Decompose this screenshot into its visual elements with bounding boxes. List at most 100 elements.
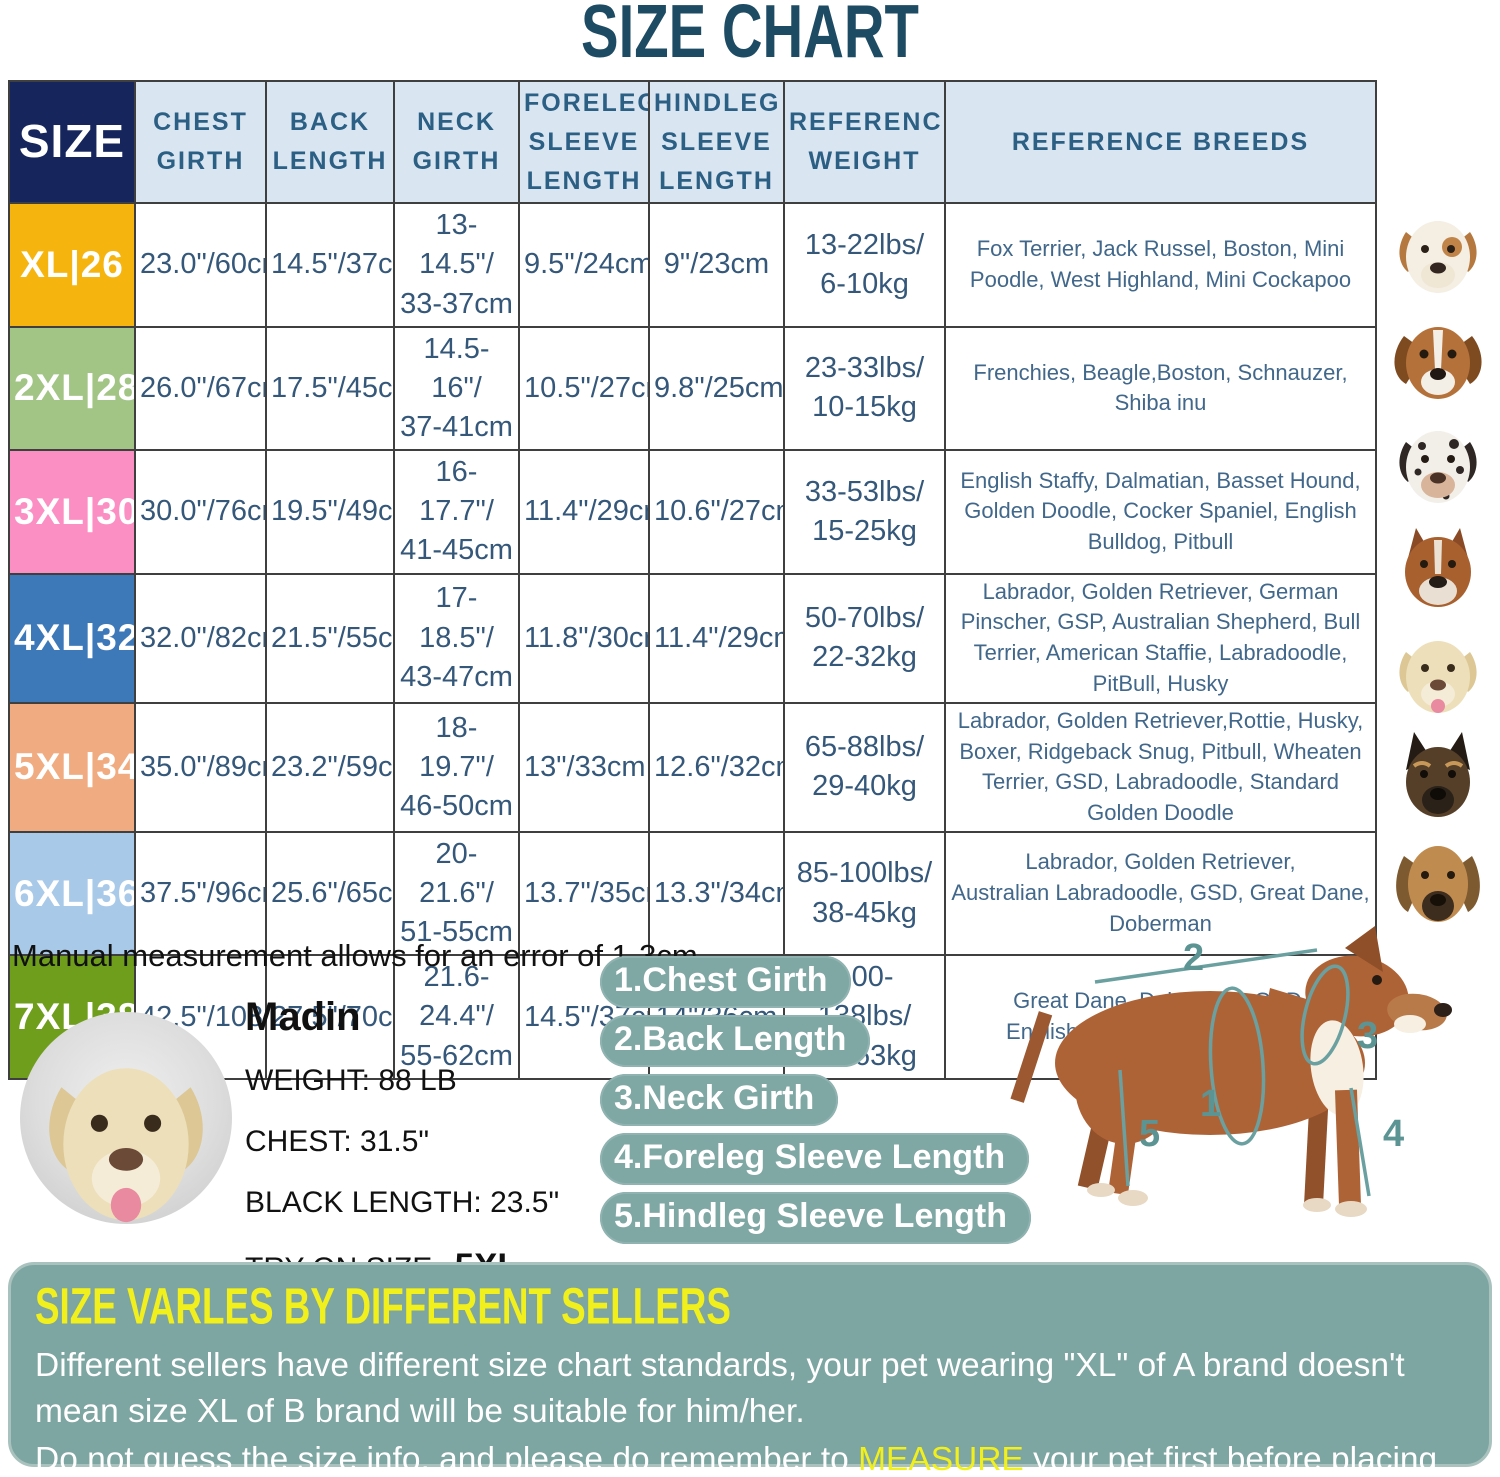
column-header-size: SIZE: [8, 79, 136, 205]
legend-neck-girth: 3.Neck Girth: [600, 1074, 839, 1126]
foreleg-sleeve-cell: 11.8"/30cm: [518, 572, 650, 704]
dog-photo-dalmatian-icon: [1388, 412, 1488, 512]
chest-girth-cell: 32.0"/82cm: [134, 572, 267, 704]
size-cell: 4XL|32: [8, 572, 136, 704]
size-cell: 6XL|36: [8, 830, 136, 957]
measurement-lines: [1094, 948, 1371, 1197]
chest-girth-cell: 35.0"/89cm: [134, 701, 267, 833]
page-title: SIZE CHART: [581, 0, 919, 74]
neck-girth-cell: 21.6-24.4"/ 55-62cm: [393, 954, 520, 1080]
example-dog-weight: WEIGHT: 88 LB: [245, 1064, 457, 1097]
column-header-reference-breeds: REFERENCE BREEDS: [944, 79, 1377, 205]
neck-girth-cell: 18-19.7"/ 46-50cm: [393, 701, 520, 833]
neck-girth-cell: 14.5-16"/ 37-41cm: [393, 325, 520, 452]
column-header-reference-weight: REFERENCE WEIGHT: [783, 79, 946, 205]
dog-photo-great-dane-icon: [1388, 830, 1488, 930]
size-warning-headline: SIZE VARLES BY DIFFERENT SELLERS: [35, 1277, 731, 1335]
neck-girth-cell: 20-21.6"/ 51-55cm: [393, 830, 520, 957]
size-cell: 2XL|28: [8, 325, 136, 452]
example-dog-info: Madin WEIGHT: 88 LB CHEST: 31.5" BLACK L…: [245, 995, 635, 1287]
back-length-cell: 23.2"/59cm: [265, 701, 395, 833]
foreleg-sleeve-cell: 13.7"/35cm: [518, 830, 650, 957]
reference-weight-cell: 23-33lbs/ 10-15kg: [783, 325, 946, 452]
diagram-number-4: 4: [1383, 1113, 1404, 1155]
neck-girth-cell: 17-18.5"/ 43-47cm: [393, 572, 520, 704]
column-header-foreleg-sleeve: FORELEG SLEEVE LENGTH: [518, 79, 650, 205]
size-warning-panel: SIZE VARLES BY DIFFERENT SELLERS Differe…: [8, 1262, 1492, 1477]
reference-weight-cell: 13-22lbs/ 6-10kg: [783, 202, 946, 328]
diagram-number-3: 3: [1357, 1015, 1378, 1057]
reference-weight-cell: 50-70lbs/ 22-32kg: [783, 572, 946, 704]
reference-weight-cell: 85-100lbs/ 38-45kg: [783, 830, 946, 957]
column-header-hindleg-sleeve: HINDLEG SLEEVE LENGTH: [648, 79, 785, 205]
header-row: SIZE CHEST GIRTH BACK LENGTH NECK GIRTH …: [8, 79, 1377, 205]
reference-breeds-cell: English Staffy, Dalmatian, Basset Hound,…: [944, 449, 1377, 575]
diagram-number-5: 5: [1139, 1113, 1160, 1155]
table-row: 4XL|32 32.0"/82cm 21.5"/55cm 17-18.5"/ 4…: [8, 572, 1377, 704]
measurement-diagram: 1 2 3 4 5: [1010, 926, 1452, 1217]
dog-silhouette-icon: [1010, 926, 1452, 1217]
legend-back-length: 2.Back Length: [600, 1015, 871, 1067]
example-dog-photo: [20, 1012, 232, 1224]
back-length-cell: 17.5"/45cm: [265, 325, 395, 452]
measurement-tolerance-note: Manual measurement allows for an error o…: [12, 938, 698, 973]
legend-hindleg-sleeve-length: 5.Hindleg Sleeve Length: [600, 1192, 1031, 1244]
size-warning-text-1: Different sellers have different size ch…: [35, 1347, 1405, 1431]
column-header-back-length: BACK LENGTH: [265, 79, 395, 205]
measure-highlight: MEASURE: [858, 1441, 1024, 1477]
hindleg-sleeve-cell: 10.6"/27cm: [648, 449, 785, 575]
chest-girth-cell: 37.5"/96cm: [134, 830, 267, 957]
reference-weight-cell: 65-88lbs/ 29-40kg: [783, 701, 946, 833]
size-cell: 5XL|34: [8, 701, 136, 833]
table-row: 2XL|28 26.0"/67cm 17.5"/45cm 14.5-16"/ 3…: [8, 325, 1377, 452]
table-row: 6XL|36 37.5"/96cm 25.6"/65cm 20-21.6"/ 5…: [8, 830, 1377, 957]
example-dog-name: Madin: [245, 995, 361, 1039]
table-row: XL|26 23.0"/60cm 14.5"/37cm 13-14.5"/ 33…: [8, 202, 1377, 328]
column-header-neck-girth: NECK GIRTH: [393, 79, 520, 205]
size-warning-text-2: Do not guess the size info, and please d…: [35, 1441, 1438, 1477]
reference-breeds-cell: Fox Terrier, Jack Russel, Boston, Mini P…: [944, 202, 1377, 328]
table-row: 5XL|34 35.0"/89cm 23.2"/59cm 18-19.7"/ 4…: [8, 701, 1377, 833]
reference-breeds-cell: Labrador, Golden Retriever, German Pinsc…: [944, 572, 1377, 704]
chest-girth-cell: 30.0"/76cm: [134, 449, 267, 575]
back-length-cell: 19.5"/49cm: [265, 449, 395, 575]
column-header-chest-girth: CHEST GIRTH: [134, 79, 267, 205]
table-row: 3XL|30 30.0"/76cm 19.5"/49cm 16-17.7"/ 4…: [8, 449, 1377, 575]
diagram-number-2: 2: [1183, 937, 1204, 979]
back-length-cell: 14.5"/37cm: [265, 202, 395, 328]
example-dog-chest: CHEST: 31.5": [245, 1125, 430, 1158]
back-length-cell: 27.5"/70cm: [265, 954, 395, 1080]
legend-foreleg-sleeve-length: 4.Foreleg Sleeve Length: [600, 1133, 1030, 1185]
foreleg-sleeve-cell: 11.4"/29cm: [518, 449, 650, 575]
dog-photo-beagle-icon: [1388, 308, 1488, 408]
measurement-legend: 1.Chest Girth 2.Back Length 3.Neck Girth…: [600, 956, 1031, 1244]
reference-breeds-cell: Frenchies, Beagle,Boston, Schnauzer, Shi…: [944, 325, 1377, 452]
foreleg-sleeve-cell: 10.5"/27cm: [518, 325, 650, 452]
labrador-portrait-icon: [49, 1068, 203, 1223]
hindleg-sleeve-cell: 11.4"/29cm: [648, 572, 785, 704]
back-length-cell: 21.5"/55cm: [265, 572, 395, 704]
size-cell: 3XL|30: [8, 449, 136, 575]
foreleg-sleeve-cell: 9.5"/24cm: [518, 202, 650, 328]
size-cell: XL|26: [8, 202, 136, 328]
reference-breeds-cell: Labrador, Golden Retriever, Australian L…: [944, 830, 1377, 957]
dog-photo-labrador-icon: [1388, 622, 1488, 722]
reference-breeds-cell: Labrador, Golden Retriever,Rottie, Husky…: [944, 701, 1377, 833]
hindleg-sleeve-cell: 9.8"/25cm: [648, 325, 785, 452]
hindleg-sleeve-cell: 12.6"/32cm: [648, 701, 785, 833]
chest-girth-cell: 23.0"/60cm: [134, 202, 267, 328]
example-dog-back-length: BLACK LENGTH: 23.5": [245, 1186, 560, 1219]
neck-girth-cell: 13-14.5"/ 33-37cm: [393, 202, 520, 328]
diagram-number-1: 1: [1200, 1083, 1221, 1125]
hindleg-sleeve-cell: 9"/23cm: [648, 202, 785, 328]
reference-weight-cell: 33-53lbs/ 15-25kg: [783, 449, 946, 575]
foreleg-sleeve-cell: 13"/33cm: [518, 701, 650, 833]
dog-photo-american-staffordshire-icon: [1388, 516, 1488, 616]
legend-chest-girth: 1.Chest Girth: [600, 956, 852, 1008]
neck-girth-cell: 16-17.7"/ 41-45cm: [393, 449, 520, 575]
chest-girth-cell: 26.0"/67cm: [134, 325, 267, 452]
hindleg-sleeve-cell: 13.3"/34cm: [648, 830, 785, 957]
dog-photo-german-shepherd-icon: [1388, 726, 1488, 826]
back-length-cell: 25.6"/65cm: [265, 830, 395, 957]
